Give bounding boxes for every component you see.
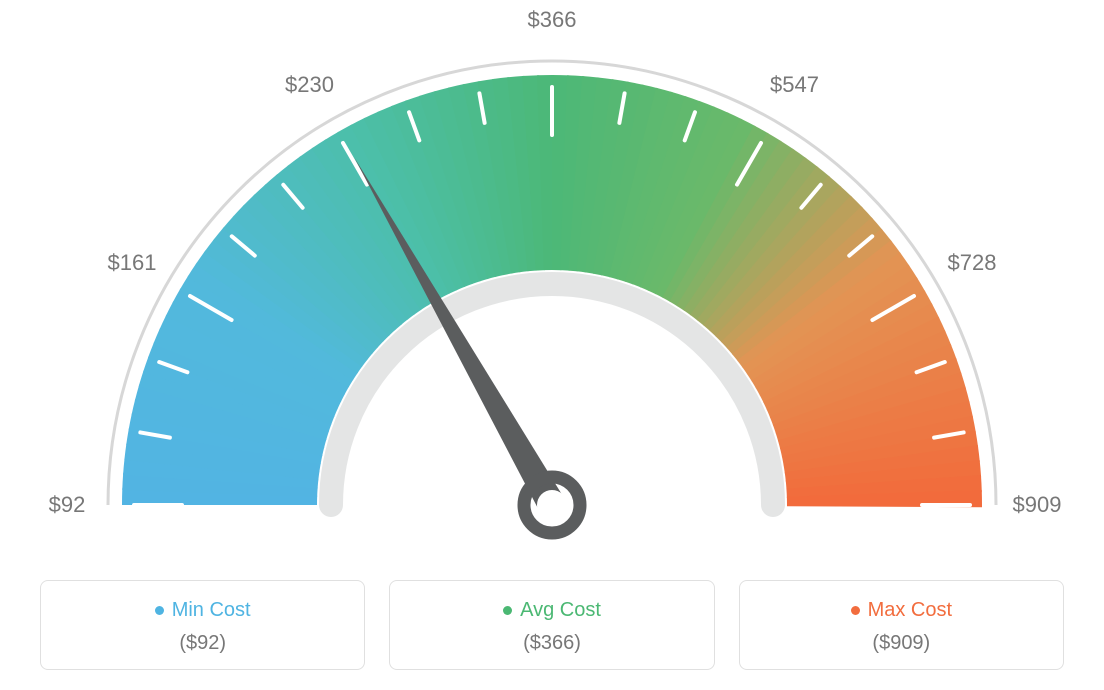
gauge-tick-label: $728	[948, 250, 997, 276]
gauge-tick-label: $366	[528, 7, 577, 33]
legend-label-max: Max Cost	[868, 599, 952, 622]
legend-value-min: ($92)	[51, 632, 354, 655]
legend-dot-min	[155, 606, 164, 615]
legend-value-avg: ($366)	[400, 632, 703, 655]
gauge-tick-label: $161	[107, 250, 156, 276]
legend-label-min: Min Cost	[172, 599, 251, 622]
legend-dot-avg	[503, 606, 512, 615]
gauge-tick-label: $230	[285, 72, 334, 98]
legend-value-max: ($909)	[750, 632, 1053, 655]
legend-label-avg: Avg Cost	[520, 599, 601, 622]
cost-gauge: $92 $161 $230 $366 $547 $728 $909	[0, 0, 1104, 560]
legend-row: Min Cost ($92) Avg Cost ($366) Max Cost …	[0, 580, 1104, 670]
legend-card-avg: Avg Cost ($366)	[389, 580, 714, 670]
legend-card-max: Max Cost ($909)	[739, 580, 1064, 670]
gauge-tick-label: $547	[770, 72, 819, 98]
gauge-tick-label: $909	[1013, 492, 1062, 518]
gauge-tick-label: $92	[49, 492, 86, 518]
legend-dot-max	[851, 606, 860, 615]
gauge-svg	[0, 20, 1104, 580]
legend-card-min: Min Cost ($92)	[40, 580, 365, 670]
